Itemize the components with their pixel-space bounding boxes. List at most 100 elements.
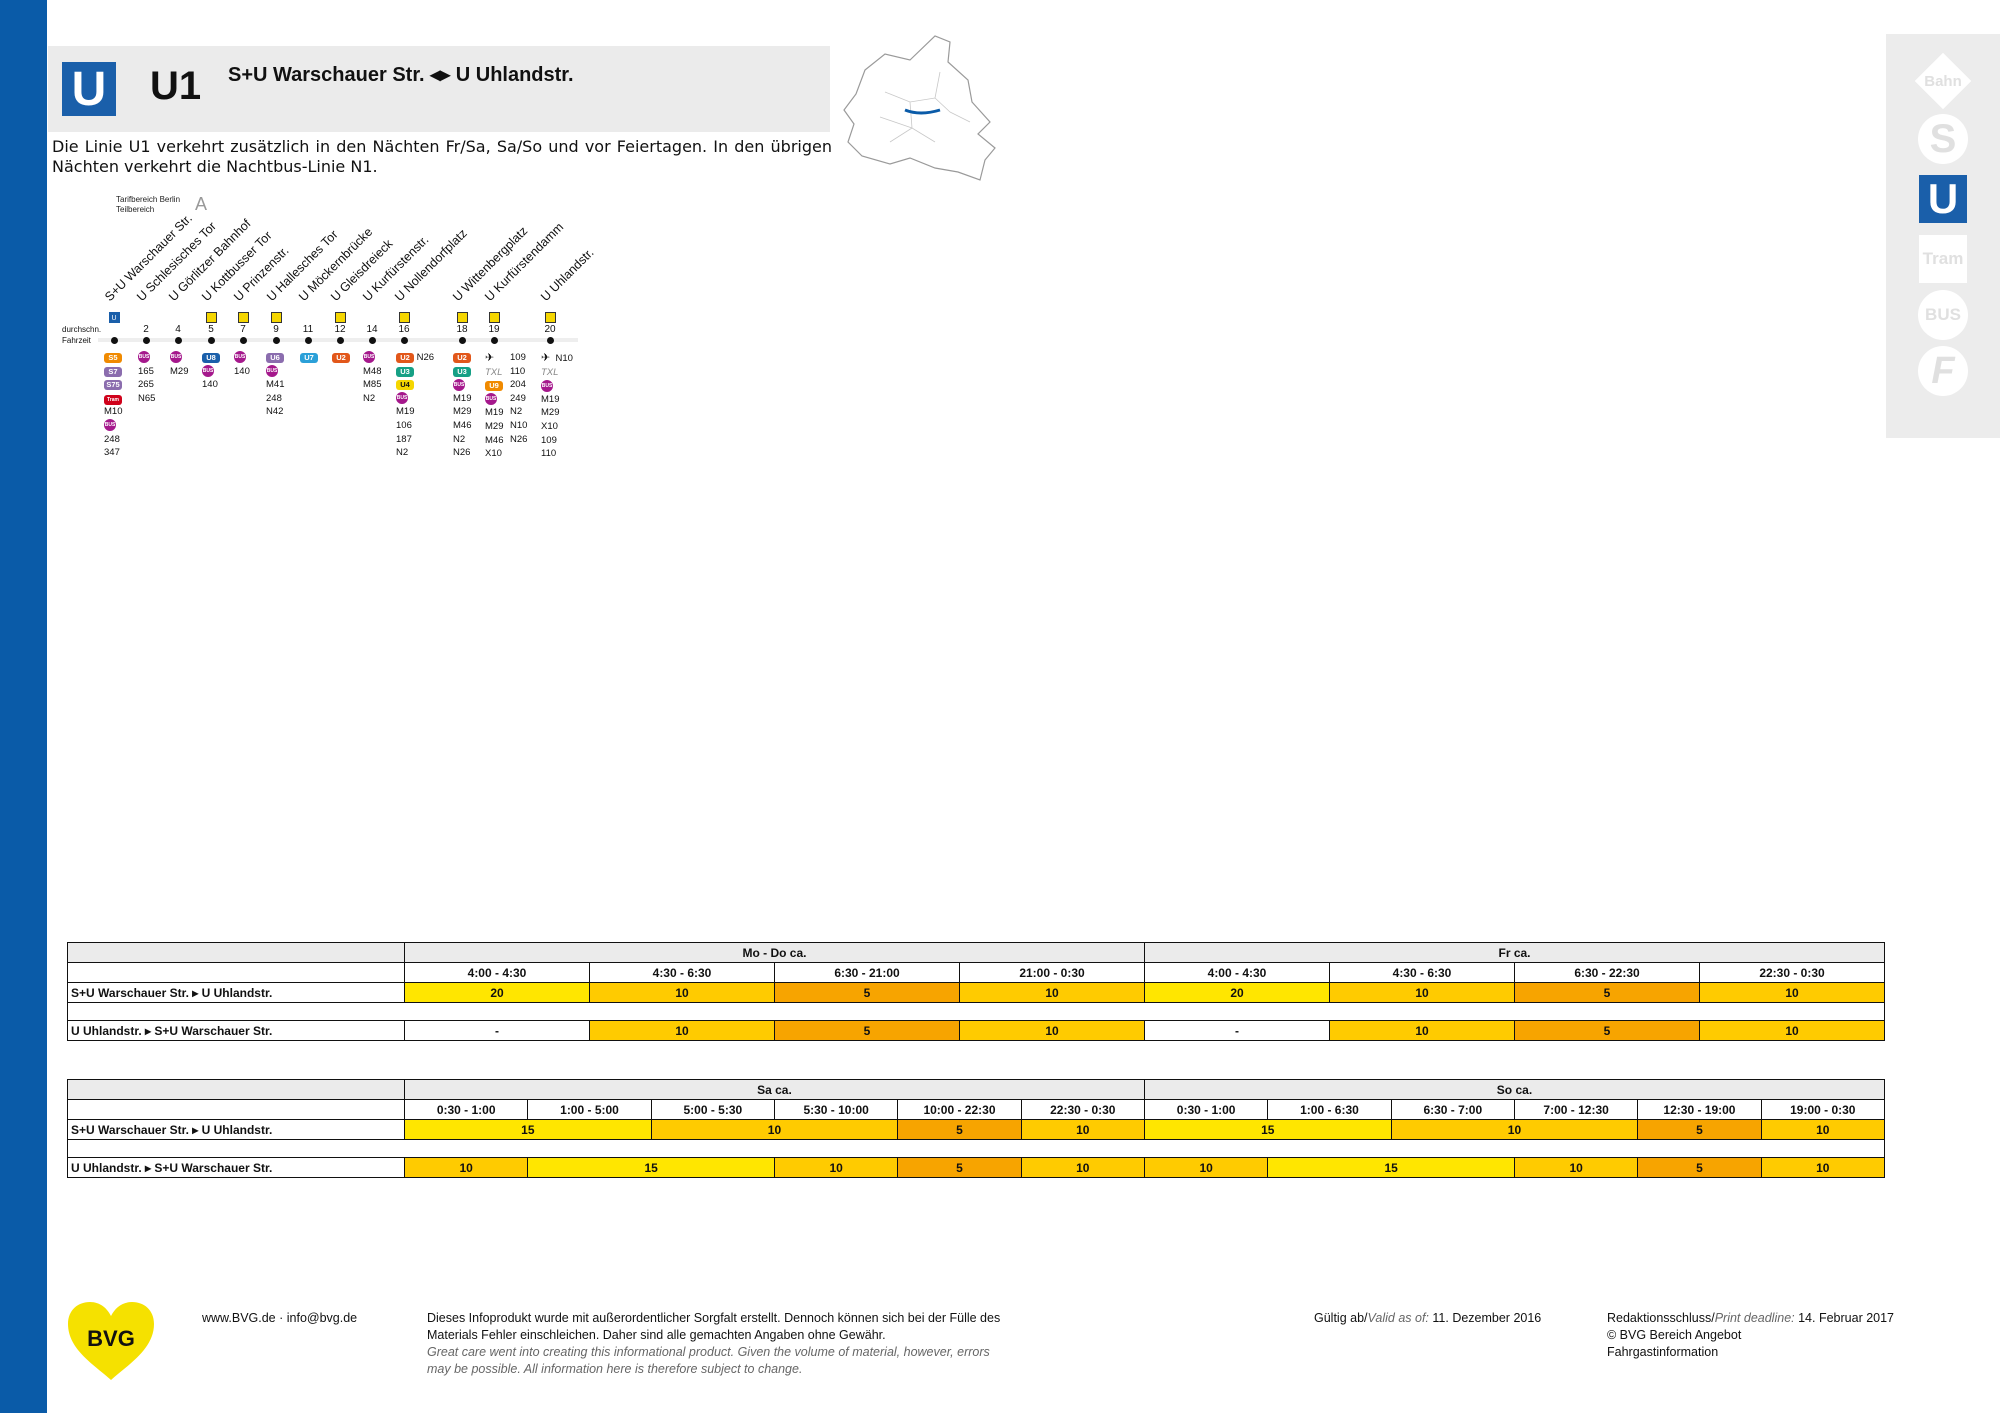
interval-cell: 10: [1329, 1020, 1515, 1041]
elevator-icon: [237, 312, 249, 323]
transport-mode-nav: Bahn S U Tram BUS F: [1886, 34, 2000, 438]
connections-kurfuerstendamm: ✈ TXL U9 BUS M19 M29 M46 X10: [485, 351, 504, 460]
travel-time: 11: [302, 324, 314, 335]
table-row: S+U Warschauer Str. ▸ U Uhlandstr. 20 10…: [67, 982, 1885, 1003]
interval-cell: 10: [650, 1119, 899, 1140]
bus-icon[interactable]: BUS: [1914, 290, 1972, 340]
interval-cell: 20: [404, 982, 590, 1003]
interval-cell: 5: [774, 1020, 960, 1041]
time-slot: 4:00 - 4:30: [1144, 962, 1330, 983]
travel-time: 9: [273, 324, 279, 335]
travel-time: 4: [175, 324, 181, 335]
travel-time: 18: [456, 324, 468, 335]
station-dot: [207, 337, 215, 344]
connections-goerlitzer-bahnhof: BUS M29: [170, 351, 188, 378]
time-slot: 0:30 - 1:00: [1143, 1099, 1269, 1120]
table-row: S+U Warschauer Str. ▸ U Uhlandstr. 15 10…: [67, 1119, 1886, 1140]
time-slot: 4:30 - 6:30: [1329, 962, 1515, 983]
interval-cell: 10: [1143, 1157, 1269, 1178]
interval-cell: 10: [403, 1157, 529, 1178]
station-dot: [490, 337, 498, 344]
travel-time: 20: [544, 324, 556, 335]
travel-time: 2: [143, 324, 149, 335]
time-slot: 19:00 - 0:30: [1760, 1099, 1886, 1120]
direction-label: U Uhlandstr. ▸ S+U Warschauer Str.: [67, 1157, 405, 1178]
interval-cell: 10: [773, 1157, 899, 1178]
interval-cell: 15: [404, 1119, 652, 1140]
time-slot: 22:30 - 0:30: [1699, 962, 1885, 983]
day-header: Mo - Do ca.: [404, 942, 1145, 963]
interval-cell: 10: [1699, 982, 1885, 1003]
interval-cell: 10: [1760, 1119, 1886, 1140]
interval-cell: 10: [1020, 1157, 1145, 1178]
u-bahn-logo-icon: U: [62, 62, 116, 116]
station-dot: [546, 337, 554, 344]
interval-cell: -: [1144, 1020, 1330, 1041]
timetable-weekdays: Mo - Do ca. Fr ca. 4:00 - 4:30 4:30 - 6:…: [67, 942, 1885, 1041]
interval-cell: 5: [897, 1119, 1022, 1140]
time-slot: 5:30 - 10:00: [773, 1099, 899, 1120]
disclaimer: Dieses Infoprodukt wurde mit außerordent…: [427, 1311, 1001, 1376]
travel-time: 16: [398, 324, 410, 335]
bvg-logo-icon: BVG: [68, 1302, 154, 1380]
station-name: U Uhlandstr.: [538, 245, 597, 304]
day-header: Sa ca.: [404, 1079, 1145, 1100]
connections-moeckernbruecke: U7: [300, 351, 318, 365]
elevator-icon: [488, 312, 500, 323]
interval-cell: 10: [589, 1020, 775, 1041]
route-title: S+U Warschauer Str. ◂▸ U Uhlandstr.: [228, 64, 574, 86]
interval-cell: 10: [1390, 1119, 1639, 1140]
interval-cell: 15: [1143, 1119, 1392, 1140]
s-bahn-icon[interactable]: S: [1914, 114, 1972, 164]
time-slot: 6:30 - 7:00: [1390, 1099, 1515, 1120]
day-header: So ca.: [1143, 1079, 1886, 1100]
station-dot: [142, 337, 150, 344]
travel-time: 14: [366, 324, 378, 335]
time-slot: 21:00 - 0:30: [959, 962, 1145, 983]
interval-cell: 10: [1020, 1119, 1145, 1140]
connections-warschauer: S5 S7 S75 Tram M10 BUS 248 347: [104, 353, 123, 459]
time-slot: 7:00 - 12:30: [1513, 1099, 1639, 1120]
travel-time: 12: [334, 324, 346, 335]
berlin-map-icon: [843, 35, 996, 181]
time-slot: 5:00 - 5:30: [650, 1099, 775, 1120]
valid-date: Gültig ab/Valid as of: 11. Dezember 2016: [1314, 1311, 1542, 1325]
table-corner: [67, 942, 405, 963]
elevator-icon: [544, 312, 556, 323]
interval-cell: 5: [1514, 982, 1700, 1003]
direction-label: S+U Warschauer Str. ▸ U Uhlandstr.: [67, 982, 405, 1003]
connections-uhlandstr: ✈ N10 TXL BUS M19 M29 X10 109 110: [541, 351, 573, 460]
time-slot: 10:00 - 22:30: [897, 1099, 1022, 1120]
station-dot: [458, 337, 466, 344]
db-bahn-icon[interactable]: Bahn: [1914, 52, 1972, 110]
u-bahn-icon[interactable]: U: [1914, 174, 1972, 224]
station-dot: [110, 337, 118, 344]
connections-schlesisches-tor: BUS 165 265 N65: [138, 351, 155, 405]
connections-kottbusser-tor: U8 BUS 140: [202, 351, 220, 392]
elevator-icon: [398, 312, 410, 323]
left-color-bar: [0, 0, 47, 1413]
interval-cell: 5: [1637, 1119, 1762, 1140]
u-bahn-icon: U: [108, 312, 120, 323]
tram-icon[interactable]: Tram: [1914, 234, 1972, 284]
ferry-icon[interactable]: F: [1914, 346, 1972, 396]
interval-cell: 20: [1144, 982, 1330, 1003]
tarif-label: Tarifbereich Berlin Teilbereich: [116, 195, 181, 214]
airport-icon: ✈: [541, 351, 551, 364]
table-row: U Uhlandstr. ▸ S+U Warschauer Str. - 10 …: [67, 1020, 1885, 1041]
travel-time: 5: [208, 324, 214, 335]
connections-prinzenstr: BUS 140: [234, 351, 250, 378]
time-slot: 12:30 - 19:00: [1637, 1099, 1762, 1120]
station-dot: [400, 337, 408, 344]
interval-cell: 15: [527, 1157, 775, 1178]
connections-wittenbergplatz: U2 U3 BUS M19 M29 M46 N2 N26: [453, 353, 472, 459]
interval-cell: 15: [1267, 1157, 1515, 1178]
station-dot: [239, 337, 247, 344]
interval-cell: 10: [959, 982, 1145, 1003]
time-slot: 1:00 - 5:00: [527, 1099, 652, 1120]
interval-cell: 10: [1699, 1020, 1885, 1041]
time-slot: 4:30 - 6:30: [589, 962, 775, 983]
interval-cell: 10: [959, 1020, 1145, 1041]
contact-link[interactable]: www.BVG.de · info@bvg.de: [202, 1311, 358, 1325]
travel-time-label: durchschn. Fahrzeit: [62, 325, 102, 345]
